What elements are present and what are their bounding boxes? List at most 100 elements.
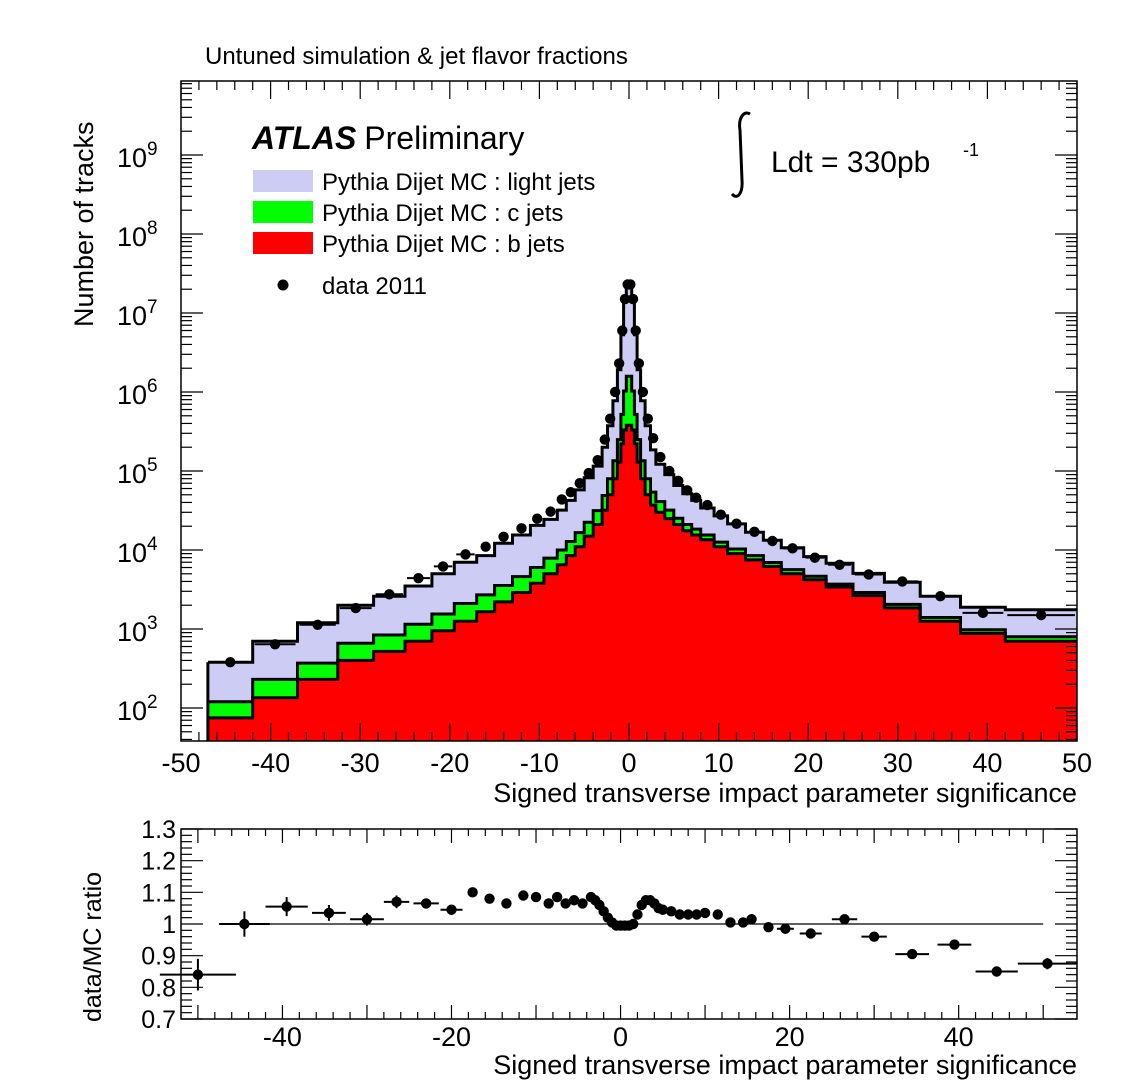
ratio-x-axis-label: Signed transverse impact parameter signi… xyxy=(493,1050,1077,1080)
ratio-y-tick-label: 1.3 xyxy=(141,816,176,844)
ratio-point xyxy=(628,918,639,930)
data-point xyxy=(599,434,611,445)
data-point xyxy=(498,531,509,542)
data-point xyxy=(592,454,603,466)
ratio-point xyxy=(560,898,571,909)
main-x-tick-labels: -50 -40 -30 -20 -10 0 10 20 30 40 50 xyxy=(161,748,1092,778)
legend-label: Pythia Dijet MC : light jets xyxy=(322,169,595,196)
ratio-point xyxy=(868,931,880,942)
data-point xyxy=(480,541,491,552)
data-point xyxy=(460,549,471,560)
data-point xyxy=(691,492,702,503)
main-x-axis-label: Signed transverse impact parameter signi… xyxy=(493,778,1077,808)
ratio-point xyxy=(484,893,495,904)
y-tick-label: 106 xyxy=(117,376,158,410)
y-tick-label: 103 xyxy=(117,613,158,647)
data-point xyxy=(664,465,675,477)
y-tick-label: 107 xyxy=(117,297,158,331)
ratio-point xyxy=(805,928,816,939)
x-tick-label: -30 xyxy=(341,748,380,778)
y-tick-label: 102 xyxy=(117,692,158,726)
ratio-point xyxy=(725,917,736,928)
stacked-histogram xyxy=(206,284,1077,741)
legend-marker xyxy=(277,279,289,291)
ratio-point xyxy=(577,898,588,909)
ratio-point xyxy=(467,887,478,898)
ratio-point xyxy=(746,914,757,925)
ratio-x-tick-label: 0 xyxy=(613,1022,628,1052)
integral-sign-icon xyxy=(730,111,751,198)
ratio-point xyxy=(501,898,512,909)
data-point xyxy=(613,358,625,369)
ratio-point xyxy=(391,896,402,908)
ratio-y-tick-labels: 0.7 0.8 0.9 1 1.1 1.2 1.3 xyxy=(141,816,176,1034)
data-point xyxy=(312,619,323,631)
ratio-point xyxy=(568,895,580,906)
ratio-points xyxy=(159,887,1077,991)
data-point xyxy=(642,413,654,424)
b-jets-outline xyxy=(207,423,1077,720)
legend: Pythia Dijet MC : light jets Pythia Dijet… xyxy=(253,169,595,300)
data-point xyxy=(437,561,449,572)
y-tick-label: 108 xyxy=(117,218,158,252)
x-tick-label: 30 xyxy=(883,748,913,778)
ratio-point xyxy=(361,914,373,925)
ratio-point xyxy=(699,907,711,919)
data-point xyxy=(619,293,631,305)
ratio-point xyxy=(949,939,960,950)
data-point xyxy=(545,506,556,517)
data-point xyxy=(715,509,727,520)
ratio-x-tick-label: -20 xyxy=(432,1022,471,1052)
main-plot: -50 -40 -30 -20 -10 0 10 20 30 40 50 1021031041051… xyxy=(69,80,1092,808)
data-point xyxy=(565,486,576,498)
data-point xyxy=(609,386,621,398)
ratio-point xyxy=(239,918,250,930)
data-point xyxy=(637,386,649,398)
ratio-y-tick-label: 1.2 xyxy=(141,848,176,876)
atlas-label: ATLAS Preliminary xyxy=(251,120,524,156)
ratio-y-tick-label: 1 xyxy=(162,911,176,939)
x-tick-label: -10 xyxy=(520,748,559,778)
data-point xyxy=(413,572,424,584)
data-point xyxy=(682,485,693,496)
ratio-x-tick-label: 40 xyxy=(944,1022,974,1052)
data-point xyxy=(627,293,639,305)
x-tick-label: 20 xyxy=(793,748,823,778)
data-point xyxy=(630,325,641,336)
data-point xyxy=(617,325,628,336)
ratio-point xyxy=(906,948,918,960)
ratio-point xyxy=(518,890,529,901)
data-point xyxy=(767,535,778,547)
data-point xyxy=(731,518,742,529)
ratio-point xyxy=(632,909,643,920)
data-point xyxy=(863,569,874,580)
ratio-x-tick-label: -40 xyxy=(263,1022,302,1052)
data-point xyxy=(647,433,659,444)
data-point xyxy=(269,639,281,650)
ratio-y-tick-label: 0.7 xyxy=(141,1006,176,1034)
legend-label: Pythia Dijet MC : c jets xyxy=(322,200,563,227)
data-point xyxy=(516,523,527,534)
ratio-axis-ticks xyxy=(181,828,1077,1020)
data-point xyxy=(350,602,361,614)
ratio-point xyxy=(446,904,457,915)
ratio-point xyxy=(551,891,563,903)
data-point xyxy=(977,607,989,619)
data-point xyxy=(702,499,713,511)
data-point xyxy=(809,552,821,563)
ratio-y-tick-label: 1.1 xyxy=(141,879,176,907)
data-point xyxy=(556,494,567,505)
legend-swatch xyxy=(253,170,313,192)
x-tick-label: -20 xyxy=(430,748,469,778)
data-point xyxy=(625,279,636,290)
ratio-plot: -40 -20 0 20 40 0.7 0.8 0.9 1 1.1 1.2 1.3 Signed t… xyxy=(79,816,1078,1080)
x-tick-label: 40 xyxy=(972,748,1002,778)
ratio-point xyxy=(737,917,749,928)
ratio-x-tick-labels: -40 -20 0 20 40 xyxy=(263,1022,974,1052)
data-point xyxy=(1035,609,1047,621)
legend-label: data 2011 xyxy=(322,273,427,300)
ratio-y-axis-label: data/MC ratio xyxy=(79,872,107,1022)
data-point xyxy=(673,475,684,487)
x-tick-label: 10 xyxy=(704,748,734,778)
